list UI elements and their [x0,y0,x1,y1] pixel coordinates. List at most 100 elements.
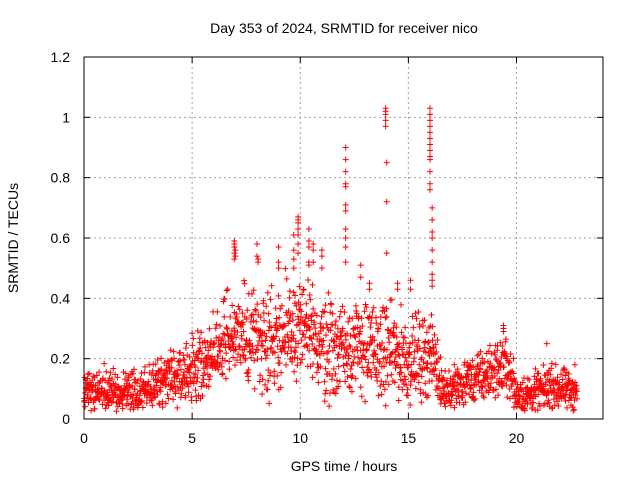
data-point [357,262,364,269]
data-point [502,336,509,343]
data-point [342,336,349,343]
data-point [200,376,207,383]
data-point [448,392,455,399]
data-point [534,407,541,414]
data-point [342,144,349,151]
data-point [329,321,336,328]
data-point [137,398,144,405]
data-point [186,364,193,371]
data-point [349,373,356,380]
data-point [295,250,302,257]
chart-title: Day 353 of 2024, SRMTID for receiver nic… [210,20,478,36]
data-point [366,280,373,287]
data-point [361,353,368,360]
data-point [375,369,382,376]
data-point [428,311,435,318]
data-point [282,339,289,346]
data-point [171,378,178,385]
data-point [263,303,270,310]
data-point [149,402,156,409]
data-point [96,369,103,376]
data-point [392,365,399,372]
data-point [271,368,278,375]
data-point [310,247,317,254]
data-point [243,316,250,323]
data-point [190,335,197,342]
data-point [479,360,486,367]
data-point [427,186,433,193]
data-point [93,372,100,379]
data-point [342,235,349,241]
data-point [424,365,431,372]
data-point [307,296,314,303]
data-point [211,339,218,346]
data-point [407,340,414,347]
data-point [243,370,250,377]
data-point [300,286,307,293]
data-point [325,348,332,355]
data-point [219,370,226,377]
data-point [240,319,247,326]
data-point [342,244,349,251]
data-point [222,341,229,348]
data-point [272,305,279,312]
data-point [265,310,272,317]
data-point [427,105,433,112]
data-point [462,399,469,406]
data-point [315,379,322,386]
data-point [350,325,357,332]
data-point [488,350,495,357]
data-point [258,338,265,345]
data-point [195,355,202,362]
x-axis-label: GPS time / hours [291,458,398,474]
data-point [241,277,248,284]
data-point [481,359,488,366]
data-point [344,361,351,368]
data-point [385,334,392,341]
data-point [182,392,189,399]
data-point [318,313,325,320]
data-point [346,314,353,321]
data-point [551,402,558,409]
data-point [330,365,337,372]
data-point [297,359,304,366]
data-point [225,338,232,345]
data-point [313,351,320,358]
data-point [407,402,414,409]
data-point [495,392,502,399]
data-point [423,329,430,336]
data-point [284,350,291,357]
data-points [81,105,581,415]
data-point [195,367,202,374]
data-point [191,374,198,381]
data-point [304,343,311,350]
data-point [459,388,466,395]
data-point [376,359,383,366]
data-point [562,372,569,379]
data-point [352,375,359,382]
data-point [367,324,374,331]
data-point [415,309,422,316]
data-point [295,231,302,238]
data-point [263,333,270,340]
data-point [105,402,112,409]
data-point [141,369,148,376]
data-point [547,371,554,378]
data-point [436,385,443,392]
data-point [346,383,353,390]
data-point [329,310,336,317]
data-point [427,129,433,136]
data-point [321,378,328,385]
data-point [271,380,278,387]
data-point [339,303,346,310]
data-point [221,331,228,338]
data-point [221,313,228,320]
data-point [425,392,432,399]
data-point [149,367,156,374]
data-point [410,324,417,331]
data-point [381,363,388,370]
data-point [377,321,384,328]
data-point [273,315,280,322]
data-point [125,374,132,381]
